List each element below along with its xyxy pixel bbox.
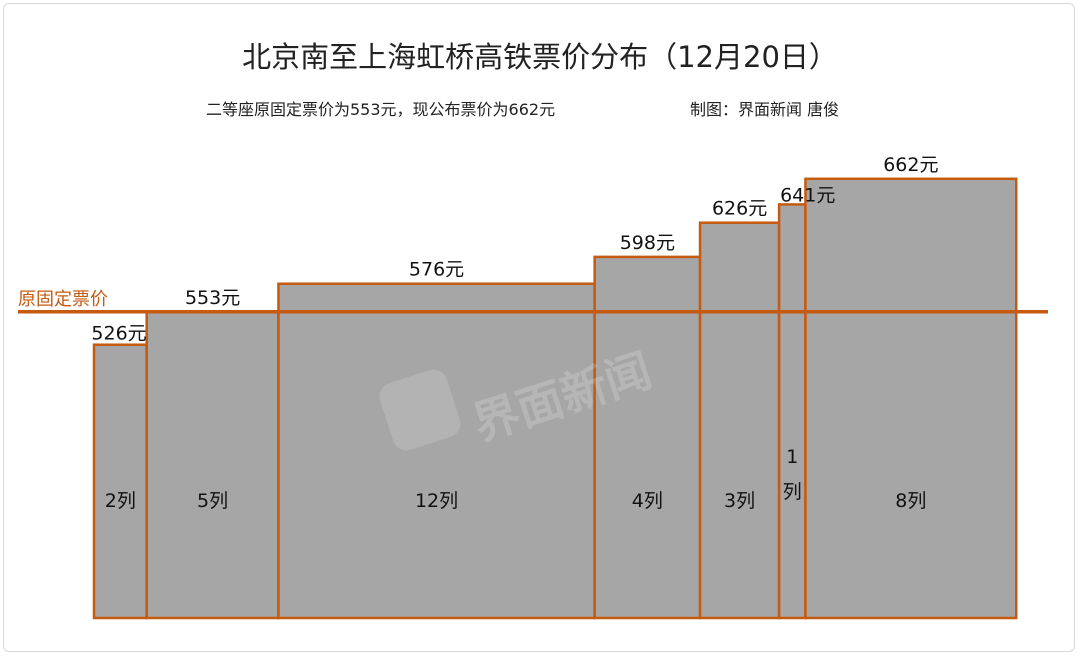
category-label: 1 bbox=[786, 446, 798, 468]
image-frame bbox=[3, 3, 1075, 652]
category-label: 5列 bbox=[197, 490, 228, 512]
category-label: 12列 bbox=[415, 490, 458, 512]
watermark-logo-icon bbox=[379, 369, 461, 451]
value-label: 598元 bbox=[620, 232, 675, 254]
bar bbox=[804, 177, 1018, 620]
bar bbox=[145, 310, 280, 620]
value-label: 553元 bbox=[185, 287, 240, 309]
category-label: 8列 bbox=[895, 490, 926, 512]
bar bbox=[92, 343, 148, 620]
category-label: 4列 bbox=[632, 490, 663, 512]
bar bbox=[777, 203, 807, 620]
value-label: 662元 bbox=[883, 154, 938, 176]
bar bbox=[698, 221, 781, 620]
chart-credit: 制图：界面新闻 唐俊 bbox=[690, 100, 840, 119]
value-label: 626元 bbox=[712, 198, 767, 220]
reference-line-label: 原固定票价 bbox=[18, 289, 108, 310]
chart-title: 北京南至上海虹桥高铁票价分布（12月20日） bbox=[242, 40, 838, 74]
value-label: 526元 bbox=[91, 323, 146, 345]
chart-subtitle: 二等座原固定票价为553元，现公布票价为662元 bbox=[206, 100, 556, 119]
category-label: 2列 bbox=[105, 490, 136, 512]
category-label: 3列 bbox=[724, 490, 755, 512]
bar bbox=[277, 282, 596, 620]
value-label: 576元 bbox=[409, 259, 464, 281]
category-label: 列 bbox=[783, 481, 802, 503]
value-label: 641元 bbox=[780, 184, 835, 206]
